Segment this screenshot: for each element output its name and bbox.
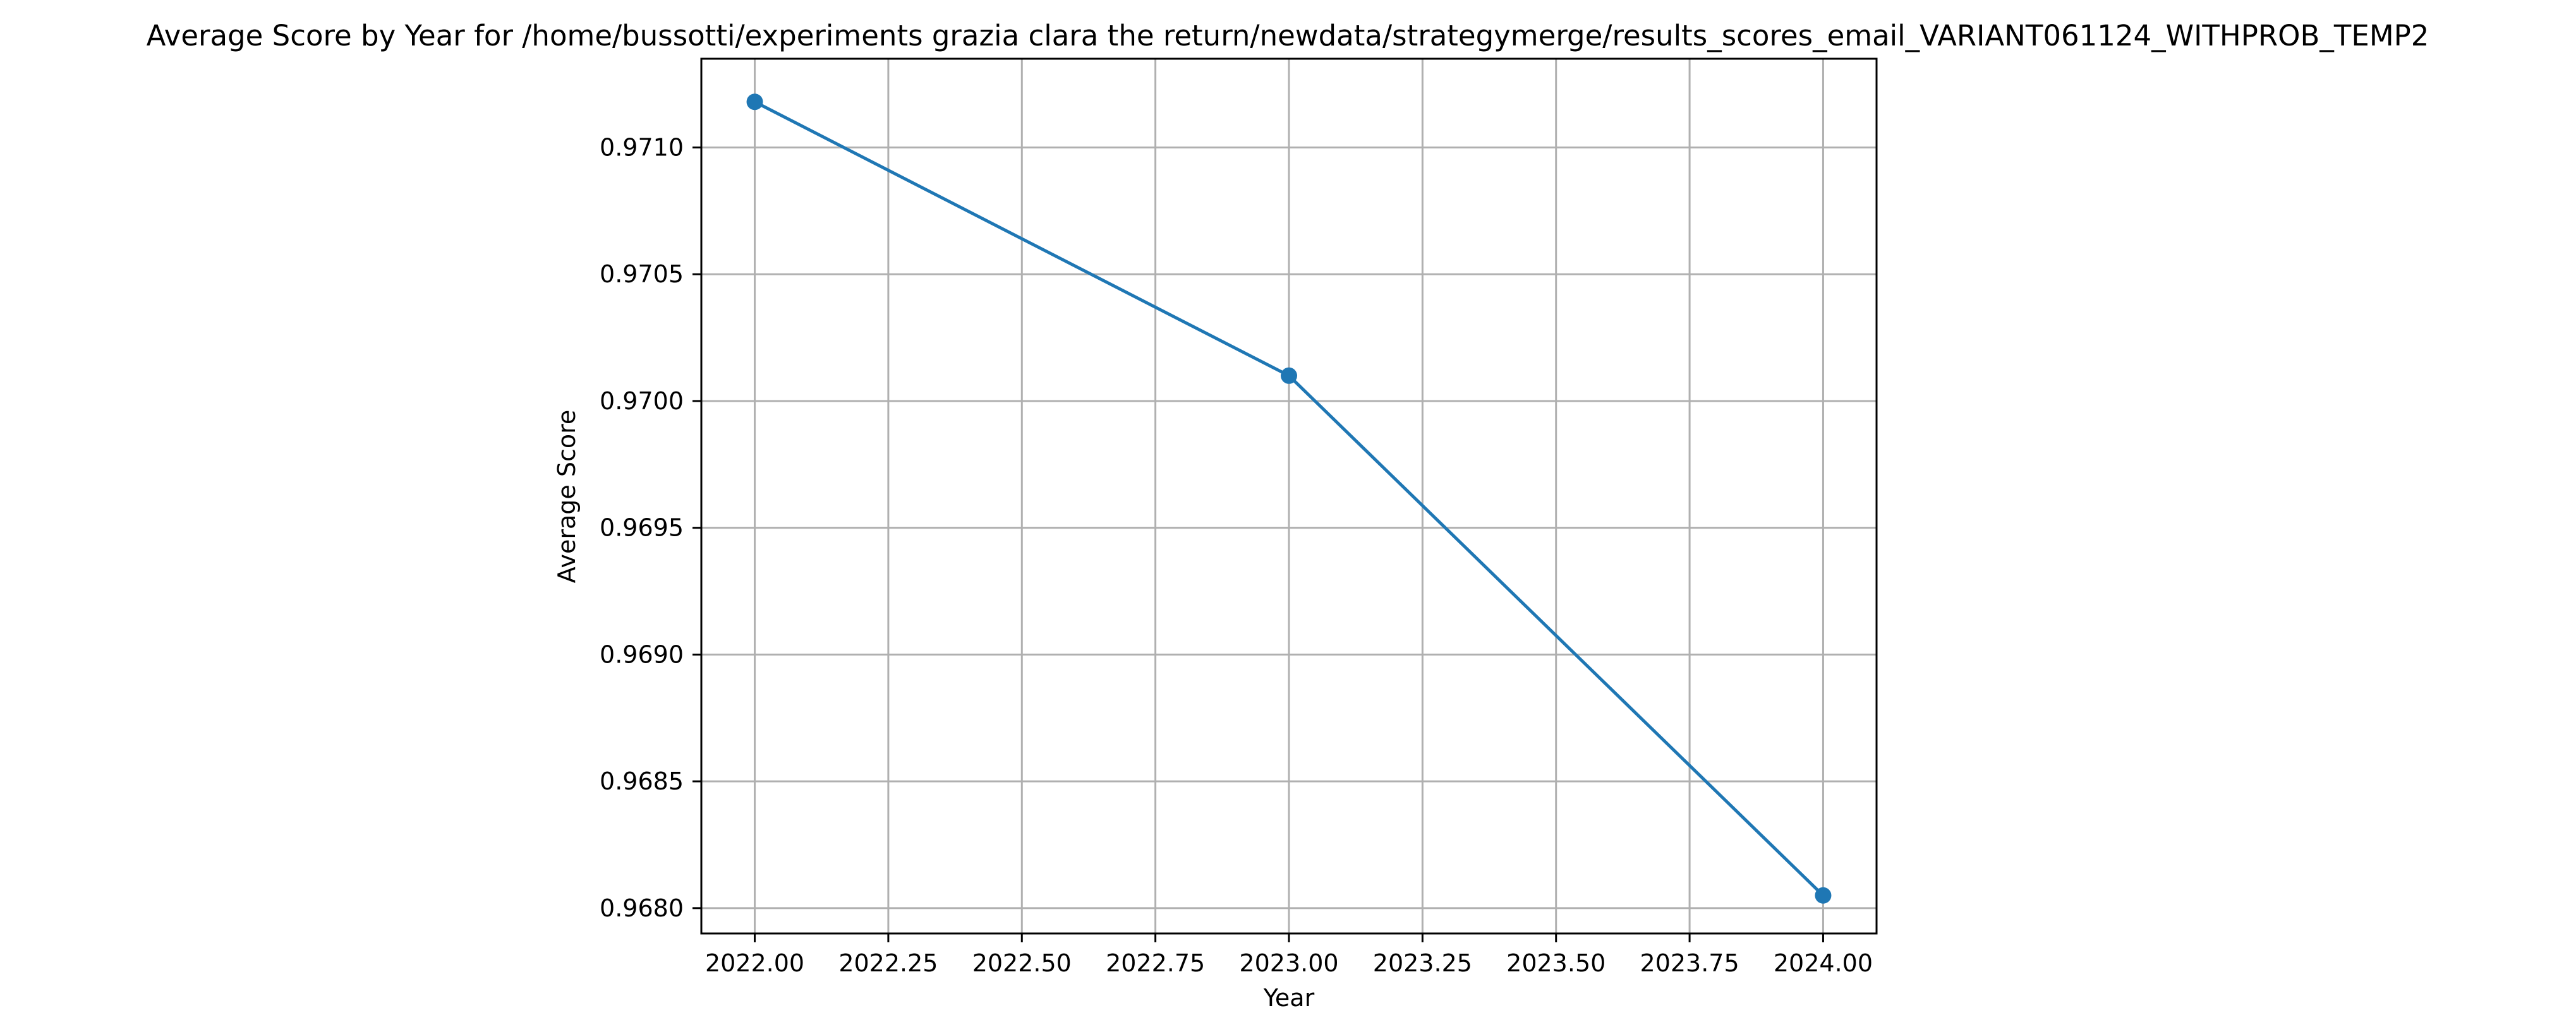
x-tick-label-4: 2023.00 [1239, 949, 1338, 977]
x-tick-label-8: 2024.00 [1774, 949, 1873, 977]
grid-lines [701, 59, 1877, 933]
data-point-2 [1815, 887, 1832, 904]
y-axis-label: Average Score [553, 410, 581, 584]
x-tick-label-5: 2023.25 [1373, 949, 1472, 977]
x-tick-label-7: 2023.75 [1640, 949, 1739, 977]
x-axis-label: Year [1263, 984, 1315, 1012]
y-tick-label-5: 0.9705 [600, 260, 684, 288]
y-tick-label-3: 0.9695 [600, 514, 684, 542]
x-tick-label-1: 2022.25 [838, 949, 938, 977]
x-tick-label-0: 2022.00 [705, 949, 804, 977]
axis-ticks: 2022.00 2022.25 2022.50 2022.75 2023.00 2023.… [600, 134, 1873, 977]
series-layer [746, 93, 1832, 904]
y-tick-label-0: 0.9680 [600, 894, 684, 922]
x-tick-label-2: 2022.50 [972, 949, 1072, 977]
y-tick-label-4: 0.9700 [600, 387, 684, 415]
x-tick-label-3: 2022.75 [1106, 949, 1205, 977]
y-tick-label-6: 0.9710 [600, 134, 684, 162]
chart-title: Average Score by Year for /home/bussotti… [147, 19, 2429, 52]
x-tick-label-6: 2023.50 [1506, 949, 1605, 977]
y-tick-label-1: 0.9685 [600, 767, 684, 795]
data-point-1 [1281, 367, 1297, 384]
data-point-0 [746, 93, 763, 111]
y-tick-label-2: 0.9690 [600, 640, 684, 668]
